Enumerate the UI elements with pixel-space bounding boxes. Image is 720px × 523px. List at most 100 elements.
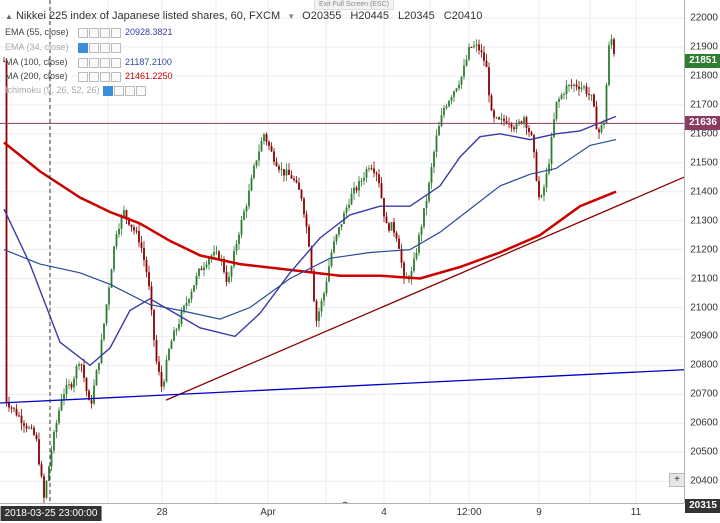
candle-body: [298, 182, 300, 190]
gear-icon[interactable]: [89, 57, 99, 68]
eye-icon[interactable]: [78, 71, 88, 82]
candle-body: [288, 169, 290, 175]
gear-icon[interactable]: [89, 42, 99, 53]
candle-body: [373, 168, 375, 173]
price-tick-label: 21200: [690, 244, 718, 256]
candle-body: [273, 151, 275, 162]
indicator-row[interactable]: MA (100, close) 21187.2100: [5, 55, 172, 69]
price-tick-label: 20500: [690, 446, 718, 458]
candle-body: [605, 84, 608, 125]
candle-body: [45, 480, 48, 498]
price-tick-label: 20400: [690, 475, 718, 487]
candle-body: [250, 177, 253, 191]
candle-body: [195, 275, 198, 286]
gear-icon[interactable]: [113, 85, 124, 96]
candle-body: [128, 217, 130, 225]
candle-body: [108, 287, 110, 305]
close-icon[interactable]: [124, 85, 135, 96]
candle-body: [258, 151, 260, 161]
exit-fullscreen-button[interactable]: Exit Full Screen (ESC): [314, 0, 395, 10]
candle-body: [118, 228, 120, 235]
close-icon[interactable]: [100, 71, 110, 82]
chevron-down-icon[interactable]: ▼: [287, 12, 296, 21]
more-icon[interactable]: [111, 71, 121, 82]
indicator-controls[interactable]: [78, 25, 122, 39]
close-icon[interactable]: [100, 42, 110, 53]
indicator-row[interactable]: MA (200, close) 21461.2250: [5, 69, 173, 83]
indicator-row[interactable]: EMA (55, close) 20928.3821: [5, 25, 173, 39]
candle-body: [593, 94, 595, 107]
candle-body: [253, 165, 255, 178]
candle-body: [453, 91, 455, 98]
eye-icon[interactable]: [78, 27, 88, 38]
close-icon[interactable]: [100, 27, 110, 38]
more-icon[interactable]: [111, 42, 121, 53]
indicator-controls[interactable]: [78, 69, 122, 83]
candle-body: [428, 182, 430, 201]
trendline-up[interactable]: [165, 176, 685, 401]
time-tick-label: 9: [536, 507, 542, 518]
candle-body: [135, 230, 138, 232]
candle-body: [25, 425, 28, 429]
indicator-row[interactable]: EMA (34, close): [5, 40, 125, 54]
candle-body: [85, 377, 88, 391]
candle-body: [60, 399, 63, 411]
gear-icon[interactable]: [89, 71, 99, 82]
candle-body: [5, 61, 8, 403]
indicator-controls[interactable]: [78, 55, 122, 69]
candle-body: [603, 124, 605, 126]
eye-icon[interactable]: [78, 57, 88, 68]
indicator-controls[interactable]: [78, 40, 122, 54]
candle-body: [580, 87, 583, 90]
price-tick-label: 20800: [690, 359, 718, 371]
candle-body: [590, 94, 593, 96]
candle-body: [600, 124, 603, 133]
collapse-icon[interactable]: ▲: [5, 12, 13, 21]
candle-body: [320, 300, 323, 312]
price-chart[interactable]: [0, 0, 685, 510]
last-price-label: 21851: [685, 54, 720, 69]
more-icon[interactable]: [135, 85, 146, 96]
candle-body: [313, 270, 315, 302]
more-icon[interactable]: [111, 57, 121, 68]
candle-body: [15, 408, 18, 416]
time-axis[interactable]: 28 Apr 4 12:00 9 11 2018-03-25 23:00:00: [0, 503, 684, 523]
candle-body: [515, 123, 518, 130]
candle-body: [323, 293, 325, 301]
candle-body: [470, 47, 473, 49]
plus-icon[interactable]: +: [669, 473, 685, 487]
candle-body: [345, 207, 348, 213]
gear-icon[interactable]: [89, 27, 99, 38]
candle-body: [170, 340, 173, 350]
eye-icon[interactable]: [102, 85, 113, 96]
candle-body: [485, 60, 488, 68]
candle-body: [343, 212, 345, 224]
candle-body: [393, 222, 395, 233]
indicator-controls[interactable]: [102, 83, 147, 97]
candle-body: [263, 134, 265, 141]
candle-body: [173, 330, 175, 341]
eye-icon[interactable]: [78, 42, 88, 53]
indicator-row[interactable]: Ichimoku (9, 26, 52, 26): [5, 83, 150, 97]
time-tick-label: 4: [381, 507, 387, 518]
candle-body: [520, 121, 523, 124]
time-tick-label: 11: [630, 507, 642, 518]
candle-body: [213, 252, 215, 256]
candle-body: [575, 84, 578, 87]
price-axis[interactable]: 22000 21900 21800 21700 21600 21500 21400 21300…: [684, 0, 720, 513]
trendline-blue[interactable]: [0, 369, 685, 404]
chart-plot-area[interactable]: Exit Full Screen (ESC) ▲ Nikkei 225 inde…: [0, 0, 685, 510]
more-icon[interactable]: [111, 27, 121, 38]
candle-body: [375, 172, 378, 175]
close-icon[interactable]: [100, 57, 110, 68]
candle-body: [163, 381, 165, 387]
candle-body: [570, 84, 573, 86]
candle-body: [478, 44, 480, 51]
candle-body: [115, 234, 118, 247]
candle-body: [500, 118, 503, 120]
candle-body: [335, 234, 338, 242]
candle-body: [465, 59, 468, 66]
candle-body: [65, 385, 68, 395]
candle-body: [63, 394, 65, 400]
time-tick-label: Apr: [260, 507, 276, 518]
